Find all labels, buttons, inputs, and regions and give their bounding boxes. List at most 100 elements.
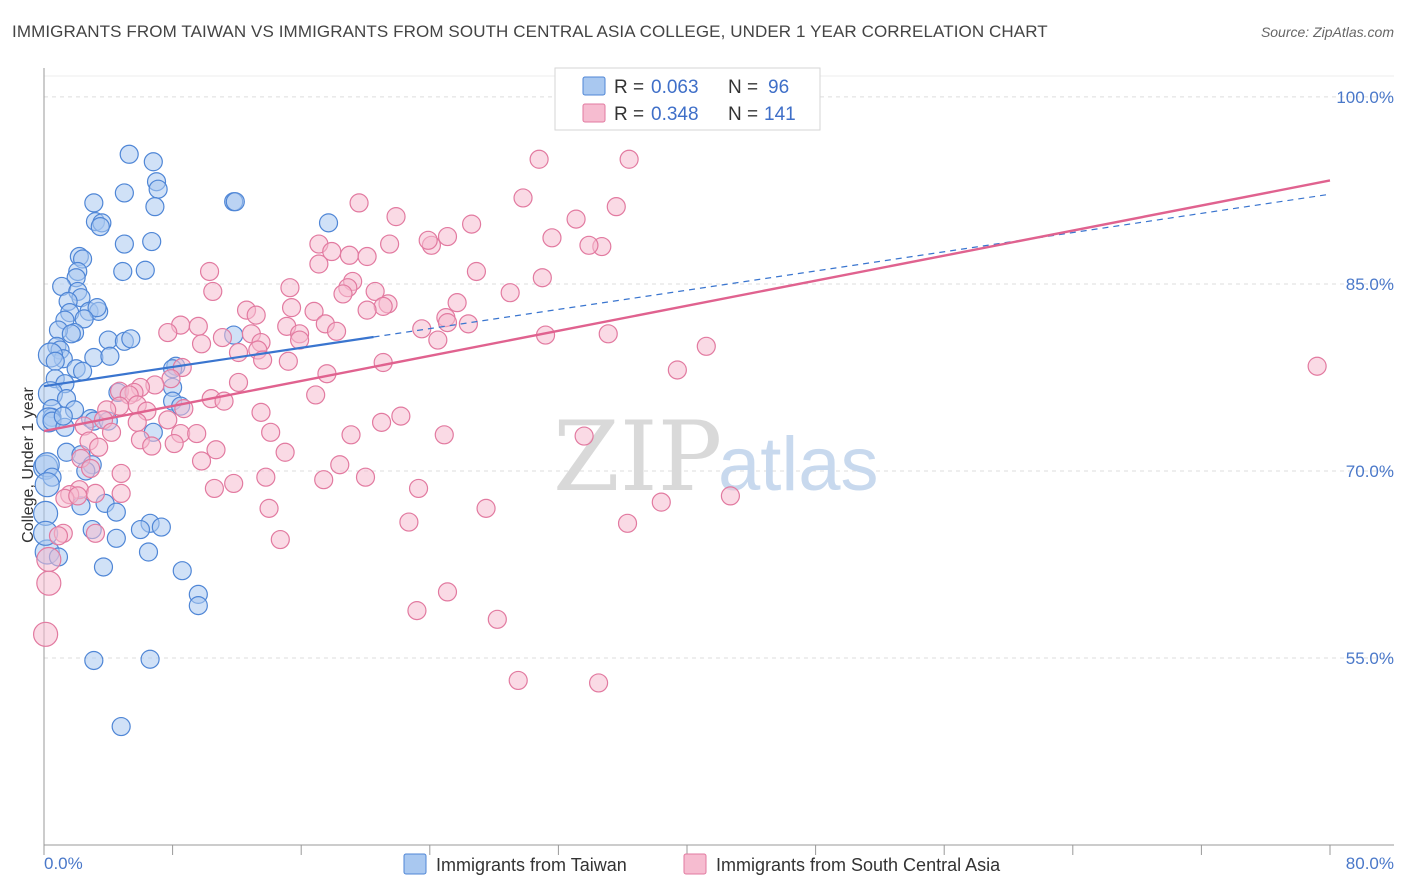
sca-point-128	[437, 582, 458, 602]
legend-r-value-sca: 0.348	[651, 104, 699, 125]
legend-swatch-sca	[582, 103, 606, 123]
sca-point-126	[270, 529, 290, 550]
sca-point-131	[487, 609, 507, 629]
sca-point-121	[399, 512, 419, 532]
legend-r-value-taiwan: 0.063	[651, 77, 699, 98]
sca-point-115	[111, 483, 131, 504]
sca-point-118	[651, 492, 671, 512]
taiwan-point-83	[106, 528, 126, 548]
sca-point-99	[206, 440, 226, 460]
trend-taiwan-solid	[43, 335, 374, 388]
trend-taiwan-dashed	[373, 193, 1331, 338]
y-axis-title: College, Under 1 year	[20, 387, 37, 543]
sca-point-52	[212, 327, 233, 348]
chart-title: IMMIGRANTS FROM TAIWAN VS IMMIGRANTS FRO…	[12, 22, 1048, 41]
sca-point-19	[357, 246, 377, 267]
sca-point-17	[339, 245, 360, 265]
taiwan-point-46	[72, 361, 93, 381]
sca-point-65	[161, 369, 181, 389]
y-tick-label-100: 100.0%	[1336, 88, 1394, 107]
sca-point-33	[281, 298, 302, 318]
sca-point-62	[373, 352, 393, 373]
sca-point-3	[349, 193, 369, 213]
bottom-legend-label-sca: Immigrants from South Central Asia	[716, 855, 1001, 875]
sca-point-87	[101, 422, 122, 442]
taiwan-point-6	[145, 197, 165, 217]
sca-point-37	[246, 305, 266, 325]
sca-point-117	[68, 486, 88, 506]
sca-point-90	[261, 422, 281, 442]
taiwan-point-85	[138, 542, 159, 562]
sca-point-6	[566, 209, 586, 229]
sca-point-30	[447, 293, 467, 313]
taiwan-point-43	[100, 346, 120, 366]
taiwan-point-14	[142, 231, 162, 252]
sca-point-114	[85, 483, 106, 504]
sca-point-108	[314, 470, 334, 490]
sca-point-84	[127, 412, 147, 432]
legend-r-label-taiwan: R =	[614, 77, 644, 98]
sca-point-61	[278, 351, 298, 371]
sca-point-91	[341, 425, 361, 445]
sca-point-105	[111, 463, 131, 484]
sca-point-32	[373, 296, 393, 316]
sca-point-130	[407, 601, 427, 621]
taiwan-point-82	[130, 519, 151, 540]
sca-point-66	[228, 372, 249, 393]
sca-point-15	[380, 234, 400, 254]
sca-point-132	[33, 621, 59, 647]
sca-point-18	[309, 254, 329, 274]
sca-point-21	[466, 261, 487, 282]
sca-point-40	[458, 314, 478, 334]
trend-sca-solid	[43, 179, 1331, 433]
taiwan-point-33	[61, 324, 81, 344]
sca-point-97	[89, 437, 109, 457]
taiwan-point-92	[111, 716, 131, 737]
y-tick-labels: 55.0% 70.0% 85.0% 100.0%	[1336, 88, 1394, 668]
legend-box: R = 0.063 N = 96 R = 0.348 N = 141	[554, 67, 821, 131]
sca-point-7	[461, 214, 482, 234]
sca-point-36	[304, 301, 324, 321]
sca-point-120	[259, 498, 279, 518]
sca-point-98	[142, 436, 162, 456]
sca-point-85	[371, 412, 392, 432]
bottom-legend-swatch-sca	[683, 853, 707, 875]
y-tick-label-70: 70.0%	[1346, 462, 1394, 481]
sca-point-48	[598, 324, 618, 344]
sca-point-5	[386, 207, 406, 227]
taiwan-point-18	[113, 261, 133, 282]
sca-point-110	[204, 478, 224, 499]
sca-point-89	[187, 423, 207, 444]
sca-point-39	[437, 313, 458, 333]
sca-point-34	[357, 300, 377, 320]
legend-n-label-sca: N =	[728, 104, 758, 125]
sca-point-81	[391, 406, 411, 426]
taiwan-point-81	[151, 517, 171, 537]
sca-point-47	[158, 322, 178, 343]
sca-point-134	[588, 673, 609, 693]
sca-point-0	[529, 149, 549, 169]
bottom-legend-label-taiwan: Immigrants from Taiwan	[436, 855, 627, 875]
sca-point-9	[437, 226, 458, 247]
sca-point-102	[191, 451, 212, 471]
sca-point-103	[330, 455, 350, 475]
sca-point-93	[434, 425, 454, 445]
sca-point-119	[476, 498, 496, 518]
x-tick-label-min: 0.0%	[44, 854, 83, 873]
sca-point-12	[579, 235, 599, 255]
sca-point-109	[224, 473, 244, 494]
taiwan-point-91	[140, 649, 160, 669]
taiwan-point-30	[74, 309, 94, 329]
sca-point-129	[36, 570, 62, 596]
sca-point-106	[355, 467, 376, 487]
sca-point-60	[253, 350, 273, 370]
legend-n-label-taiwan: N =	[728, 77, 758, 98]
sca-point-53	[428, 330, 448, 350]
taiwan-point-89	[188, 596, 208, 616]
legend-n-value-sca: 141	[764, 104, 796, 125]
taiwan-point-0	[119, 144, 139, 164]
taiwan-point-8	[225, 192, 245, 212]
sca-point-58	[696, 336, 716, 356]
taiwan-point-2	[114, 183, 134, 203]
